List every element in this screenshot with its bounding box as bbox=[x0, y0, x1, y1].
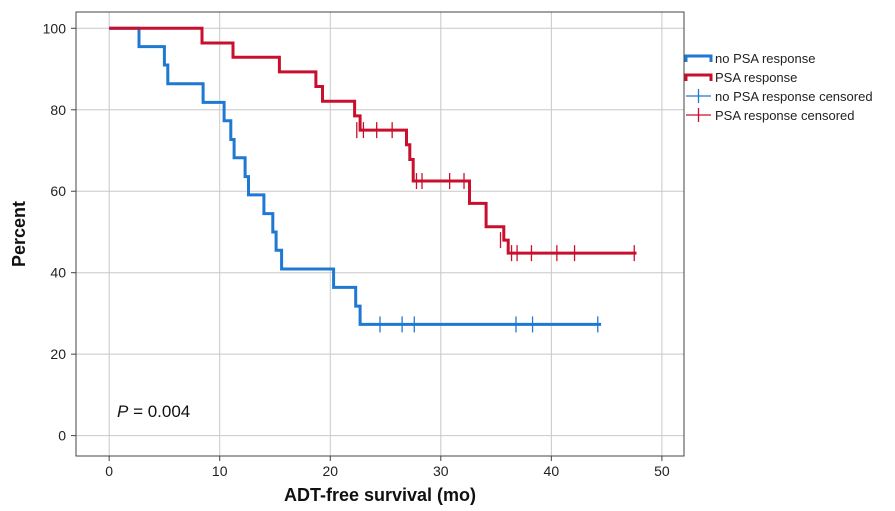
legend-label: no PSA response censored bbox=[715, 89, 873, 104]
x-tick-label: 50 bbox=[654, 463, 670, 479]
x-tick-label: 10 bbox=[212, 463, 228, 479]
y-axis-ticks: 0 20 40 60 80 100 bbox=[43, 20, 76, 444]
p-value-text: = 0.004 bbox=[128, 402, 190, 421]
y-tick-label: 80 bbox=[50, 102, 66, 118]
x-axis-title: ADT-free survival (mo) bbox=[284, 485, 476, 505]
y-tick-label: 0 bbox=[58, 428, 66, 444]
y-tick-label: 100 bbox=[43, 20, 67, 36]
legend: no PSA response PSA response no PSA respon… bbox=[684, 51, 873, 123]
p-value-symbol: P bbox=[117, 402, 129, 421]
y-tick-label: 60 bbox=[50, 183, 66, 199]
legend-swatch-step bbox=[684, 73, 713, 81]
y-tick-label: 40 bbox=[50, 265, 66, 281]
y-tick-label: 20 bbox=[50, 346, 66, 362]
y-axis-title: Percent bbox=[9, 201, 29, 267]
series-group bbox=[109, 26, 637, 333]
x-tick-label: 40 bbox=[544, 463, 560, 479]
x-axis-ticks: 0 10 20 30 40 50 bbox=[105, 456, 670, 479]
p-value-annotation: P = 0.004 bbox=[117, 402, 190, 421]
legend-label: PSA response censored bbox=[715, 108, 854, 123]
plot-area-frame bbox=[75, 11, 685, 457]
x-tick-label: 20 bbox=[322, 463, 338, 479]
legend-label: PSA response bbox=[715, 70, 797, 85]
legend-label: no PSA response bbox=[715, 51, 815, 66]
x-tick-label: 30 bbox=[433, 463, 449, 479]
x-tick-label: 0 bbox=[105, 463, 113, 479]
legend-swatch-step bbox=[684, 54, 713, 62]
grid-lines bbox=[76, 12, 684, 456]
series-line-1 bbox=[109, 26, 602, 326]
series-line-2 bbox=[109, 26, 637, 255]
